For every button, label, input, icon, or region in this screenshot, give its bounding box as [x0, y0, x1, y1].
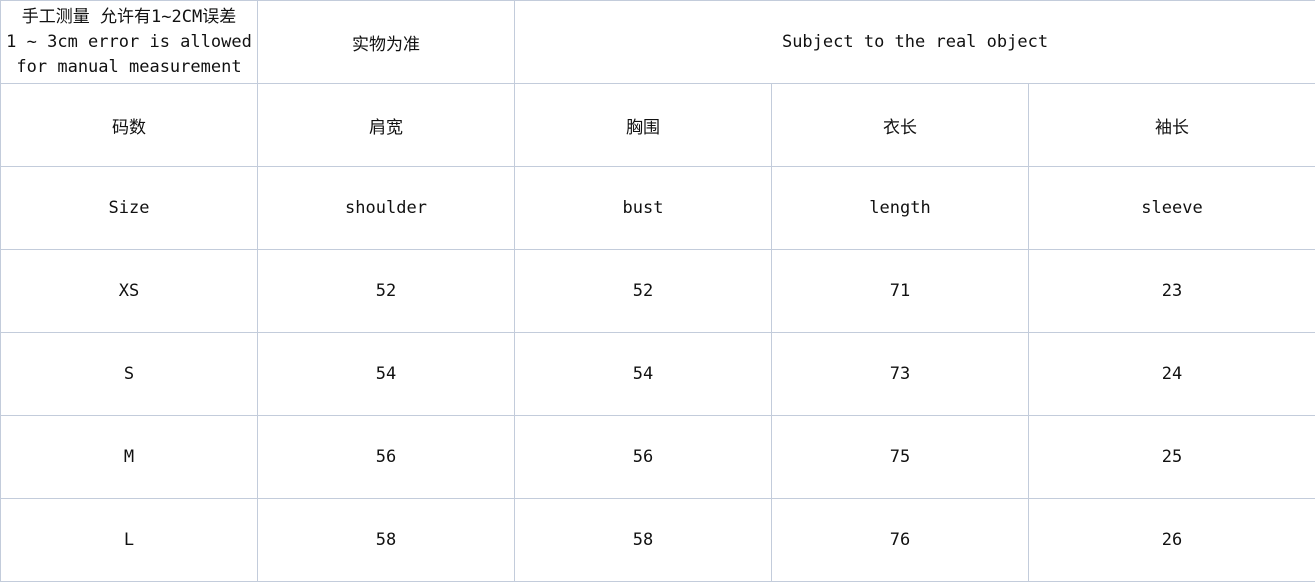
table-cell: M: [0, 415, 258, 499]
note-line-cn: 手工测量 允许有1~2CM误差: [21, 6, 237, 27]
table-cell: 26: [1027, 498, 1315, 582]
table-cell: 25: [1027, 415, 1315, 499]
table-cell: L: [0, 498, 258, 582]
table-row: S 54 54 73 24: [0, 332, 1315, 416]
table-cell: 76: [771, 498, 1029, 582]
note-line-en-1: 1 ~ 3cm error is allowed: [6, 31, 252, 52]
table-cell: 54: [257, 332, 515, 416]
column-header: 袖长: [1027, 83, 1315, 167]
column-header: 胸围: [514, 83, 772, 167]
table-cell: 52: [257, 249, 515, 333]
column-header: 码数: [0, 83, 258, 167]
column-header-row-en: Size shoulder bust length sleeve: [0, 166, 1315, 250]
table-cell: 23: [1027, 249, 1315, 333]
table-cell: 73: [771, 332, 1029, 416]
header-cn-cell: 实物为准: [257, 0, 515, 84]
table-cell: 56: [257, 415, 515, 499]
table-cell: 71: [771, 249, 1029, 333]
table-row: M 56 56 75 25: [0, 415, 1315, 499]
table-cell: 75: [771, 415, 1029, 499]
table-row: XS 52 52 71 23: [0, 249, 1315, 333]
table-cell: XS: [0, 249, 258, 333]
table-cell: S: [0, 332, 258, 416]
column-header: 肩宽: [257, 83, 515, 167]
column-header-row-cn: 码数 肩宽 胸围 衣长 袖长: [0, 83, 1315, 167]
table-cell: 58: [257, 498, 515, 582]
column-header: length: [771, 166, 1029, 250]
column-header: shoulder: [257, 166, 515, 250]
header-en-cell: Subject to the real object: [513, 0, 1315, 84]
note-line-en-2: for manual measurement: [16, 56, 242, 77]
table-cell: 54: [514, 332, 772, 416]
column-header: Size: [0, 166, 258, 250]
table-cell: 58: [514, 498, 772, 582]
column-header: sleeve: [1027, 166, 1315, 250]
table-row: L 58 58 76 26: [0, 498, 1315, 582]
measurement-note-cell: 手工测量 允许有1~2CM误差 1 ~ 3cm error is allowed…: [0, 0, 258, 84]
header-row: 手工测量 允许有1~2CM误差 1 ~ 3cm error is allowed…: [0, 0, 1315, 84]
table-cell: 52: [514, 249, 772, 333]
column-header: bust: [514, 166, 772, 250]
table-cell: 24: [1027, 332, 1315, 416]
table-cell: 56: [514, 415, 772, 499]
column-header: 衣长: [771, 83, 1029, 167]
